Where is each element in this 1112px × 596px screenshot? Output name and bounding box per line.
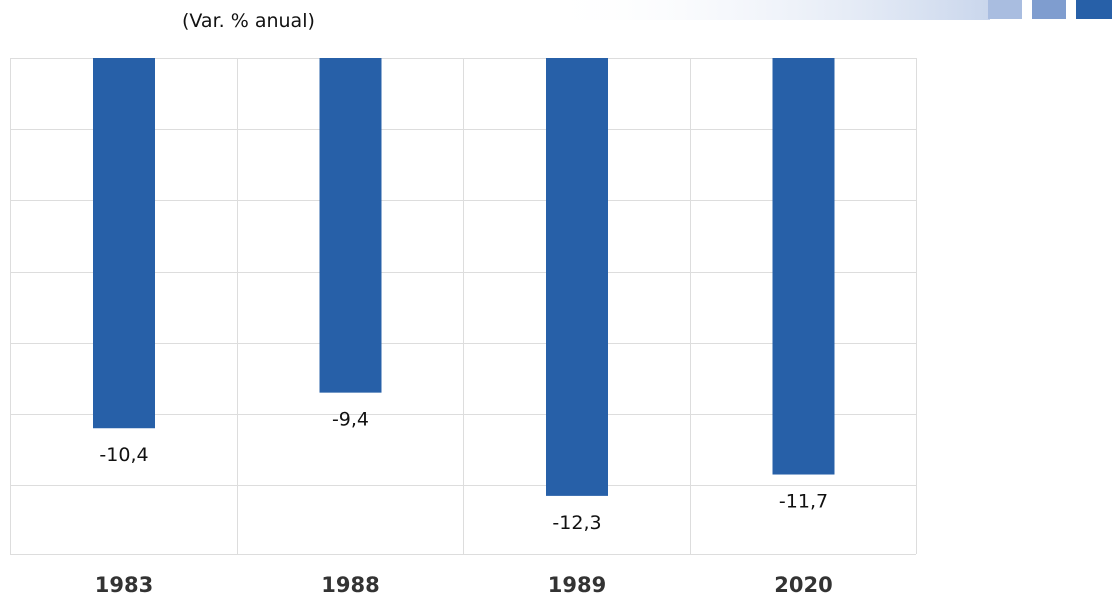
category-label-1983: 1983	[95, 573, 153, 596]
bar-1983	[93, 58, 155, 428]
bar-2020	[773, 58, 835, 475]
value-label-1989: -12,3	[552, 512, 601, 534]
bar-1989	[546, 58, 608, 496]
category-label-1988: 1988	[321, 573, 379, 596]
value-label-2020: -11,7	[779, 491, 828, 513]
category-label-2020: 2020	[774, 573, 832, 596]
category-label-1989: 1989	[548, 573, 606, 596]
value-label-1983: -10,4	[99, 444, 148, 466]
value-label-1988: -9,4	[332, 409, 369, 431]
bar-1988	[320, 58, 382, 393]
